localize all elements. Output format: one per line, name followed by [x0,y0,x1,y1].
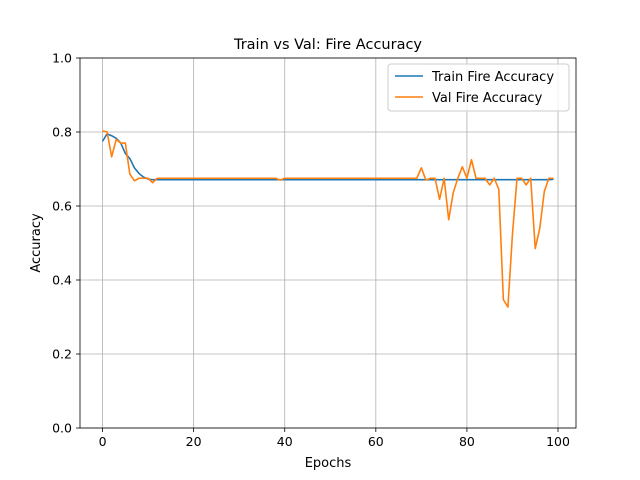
y-tick-label: 0.4 [52,273,72,288]
legend: Train Fire Accuracy Val Fire Accuracy [387,63,570,112]
y-tick-label: 1.0 [52,51,72,66]
legend-box [387,63,570,112]
legend-label-val: Val Fire Accuracy [432,91,543,106]
x-tick-label: 60 [368,434,384,449]
chart-title: Train vs Val: Fire Accuracy [233,37,422,53]
legend-label-train: Train Fire Accuracy [431,70,554,85]
series-lines [101,130,554,308]
y-tick-label: 0.2 [52,347,72,362]
y-axis-label: Accuracy [29,213,44,273]
plot-area [80,58,576,428]
y-tick-label: 0.0 [52,421,72,436]
y-tick-label: 0.8 [52,125,72,140]
axis-ticks: 0 20 40 60 80 100 0.0 0.2 0.4 0.6 0.8 1.0 [52,51,570,450]
x-axis-label: Epochs [305,456,352,471]
axes-frame [79,57,577,429]
series-line-train [101,133,554,181]
x-tick-label: 40 [277,434,293,449]
x-tick-label: 20 [186,434,202,449]
y-tick-label: 0.6 [52,199,72,214]
x-tick-label: 100 [546,434,570,449]
x-tick-label: 80 [459,434,475,449]
x-tick-label: 0 [99,434,107,449]
series-line-val [102,130,554,308]
